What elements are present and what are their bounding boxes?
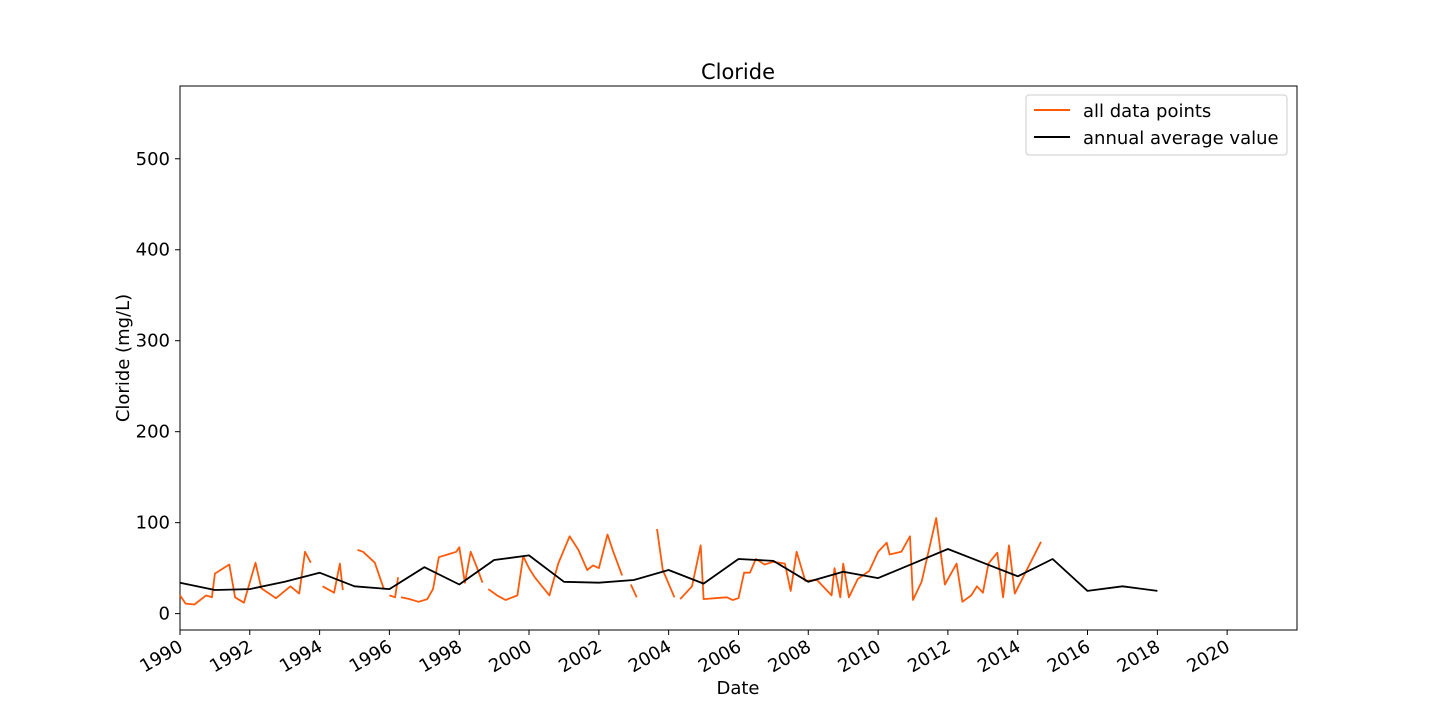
x-tick-label: 1996 [346, 636, 396, 677]
series-line-all-data-points [679, 517, 1042, 603]
y-tick-label: 0 [159, 604, 170, 625]
legend-label-annual-average: annual average value [1083, 128, 1279, 149]
x-tick-label: 2006 [695, 636, 745, 677]
series-line-all-data-points [400, 546, 484, 603]
x-tick-label: 2014 [974, 636, 1024, 677]
series-layer [179, 517, 1158, 606]
x-tick-label: 2010 [834, 636, 884, 677]
series-line-all-data-points [322, 562, 344, 594]
legend: all data points annual average value [1025, 94, 1288, 156]
y-axis: 0 100 200 300 400 500 [136, 149, 180, 625]
series-line-all-data-points [629, 584, 638, 598]
x-tick-label: 1994 [276, 636, 326, 677]
x-tick-label: 1992 [206, 636, 256, 677]
series-line-all-data-points [656, 528, 676, 598]
series-line-all-data-points [179, 550, 312, 606]
x-tick-label: 2000 [485, 636, 535, 677]
x-tick-label: 2012 [904, 636, 954, 677]
x-tick-label: 2020 [1183, 636, 1233, 677]
x-tick-label: 1998 [416, 636, 466, 677]
x-tick-label: 2002 [555, 636, 605, 677]
series-line-all-data-points [357, 549, 385, 589]
series-line-all-data-points [487, 533, 623, 601]
x-tick-label: 2004 [625, 636, 675, 677]
legend-label-all-data: all data points [1083, 101, 1211, 122]
y-tick-label: 400 [136, 240, 170, 261]
x-axis-label: Date [716, 678, 759, 699]
chart-title: Cloride [701, 60, 775, 84]
x-tick-label: 2008 [765, 636, 815, 677]
y-tick-label: 300 [136, 331, 170, 352]
x-tick-label: 2016 [1044, 636, 1094, 677]
x-tick-label: 1990 [136, 636, 186, 677]
x-axis: 1990 1992 1994 1996 1998 2000 2002 2004 2006 2008… [136, 630, 1234, 677]
y-tick-label: 100 [136, 513, 170, 534]
y-tick-label: 500 [136, 149, 170, 170]
y-axis-label: Cloride (mg/L) [113, 294, 134, 422]
legend-box [1025, 94, 1288, 156]
x-tick-label: 2018 [1114, 636, 1164, 677]
series-line-annual-average [179, 548, 1158, 592]
plot-area-frame [179, 85, 1298, 631]
y-tick-label: 200 [136, 422, 170, 443]
